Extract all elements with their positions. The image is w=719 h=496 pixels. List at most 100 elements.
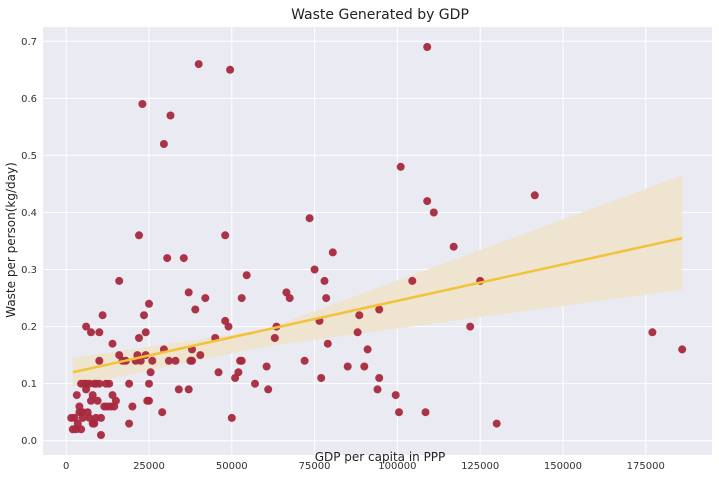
data-point (148, 356, 157, 365)
data-point (449, 242, 458, 251)
x-tick-label: 175000 (627, 461, 665, 472)
data-point (125, 379, 134, 388)
data-point (270, 334, 279, 342)
data-point (128, 402, 137, 411)
data-point (163, 254, 172, 263)
data-point (375, 374, 384, 382)
data-point (95, 328, 104, 337)
data-point (530, 191, 539, 200)
data-point (72, 391, 81, 400)
data-point (322, 294, 331, 303)
data-point (164, 356, 173, 365)
x-tick-label: 125000 (461, 461, 499, 472)
data-point (360, 362, 369, 371)
y-axis-label: Waste per person(kg/day) (4, 162, 18, 318)
data-point (323, 339, 332, 348)
data-point (145, 396, 153, 405)
data-point (174, 385, 183, 394)
data-point (466, 322, 475, 331)
data-point (105, 379, 114, 388)
regression-line-group (72, 236, 683, 374)
y-tick-label: 0.5 (21, 151, 37, 162)
data-point (135, 231, 143, 240)
y-tick-label: 0.7 (21, 37, 37, 48)
data-point (115, 276, 124, 285)
confidence-band (72, 175, 683, 387)
data-point (355, 311, 364, 320)
data-point (234, 368, 243, 377)
chart-title: Waste Generated by GDP (291, 7, 469, 23)
x-tick-label: 100000 (378, 461, 416, 472)
data-point (98, 311, 107, 320)
data-point (184, 288, 193, 297)
data-point (221, 231, 230, 240)
y-tick-label: 0.4 (21, 208, 37, 219)
data-point (363, 345, 372, 354)
data-point (138, 100, 147, 108)
regression-line (72, 236, 683, 374)
data-point (237, 294, 246, 303)
data-point (191, 305, 200, 314)
data-point (300, 356, 309, 365)
data-point (145, 299, 153, 308)
data-point (226, 65, 235, 74)
data-point (87, 328, 95, 337)
data-point (373, 385, 382, 394)
data-point (171, 356, 180, 365)
data-point (135, 334, 143, 342)
x-tick-label: 75000 (299, 461, 331, 472)
data-point (328, 248, 337, 257)
data-point (423, 43, 432, 51)
data-point (224, 322, 233, 331)
data-point (166, 111, 175, 120)
data-point (242, 271, 251, 280)
x-axis-label: GDP per capita in PPP (315, 450, 446, 464)
data-point (237, 356, 246, 365)
x-tick-labels: 0 25000 50000 75000 100000 125000 150000 175000 (63, 461, 665, 472)
data-point (146, 368, 155, 377)
data-point (159, 140, 168, 148)
data-point (648, 328, 657, 337)
data-point (194, 60, 203, 69)
data-point (214, 368, 223, 377)
y-tick-label: 0.1 (21, 379, 37, 390)
data-point (188, 356, 196, 365)
data-point (97, 431, 105, 439)
data-point (82, 322, 91, 331)
data-point (201, 294, 210, 303)
data-point (125, 419, 134, 428)
data-point (408, 276, 417, 285)
data-point (262, 362, 271, 371)
data-point (77, 425, 86, 434)
data-point (95, 379, 104, 388)
data-point (429, 208, 438, 217)
data-point (423, 197, 432, 206)
y-tick-label: 0.2 (21, 322, 37, 333)
data-point (78, 413, 87, 422)
data-point (395, 408, 403, 417)
data-point (93, 396, 102, 405)
x-tick-label: 25000 (133, 461, 165, 472)
data-point (353, 328, 362, 337)
x-tick-label: 50000 (216, 461, 248, 472)
data-point (317, 374, 326, 382)
y-tick-label: 0.0 (21, 436, 37, 447)
data-point (179, 254, 188, 263)
x-tick-label: 0 (63, 461, 69, 472)
data-point (310, 265, 319, 274)
data-point (97, 413, 105, 422)
data-point (141, 328, 150, 337)
y-tick-label: 0.3 (21, 265, 37, 276)
data-point (196, 351, 205, 360)
data-point (140, 311, 148, 320)
data-point (320, 276, 329, 285)
x-tick-label: 150000 (544, 461, 582, 472)
y-tick-labels: 0.0 0.1 0.2 0.3 0.4 0.5 0.6 0.7 (21, 37, 37, 447)
data-point (145, 379, 153, 388)
data-point (678, 345, 687, 354)
y-tick-label: 0.6 (21, 94, 37, 105)
data-point (343, 362, 352, 371)
data-point (305, 214, 314, 223)
data-point (264, 385, 273, 394)
data-point (111, 396, 120, 405)
